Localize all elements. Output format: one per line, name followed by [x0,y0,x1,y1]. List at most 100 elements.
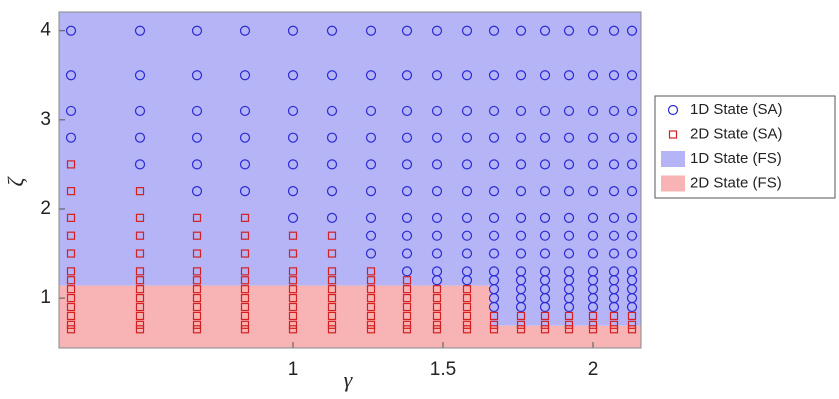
circle-point [515,25,527,36]
axes: 1 1.5 2 1 2 3 4 [40,20,598,380]
circle-point [239,186,251,197]
circle-point [191,105,203,117]
circle-point [539,230,551,241]
square-point [402,325,412,334]
square-point [540,320,550,329]
circle-point [515,248,527,259]
circle-point [239,159,251,170]
circle-point [539,70,551,81]
circle-point [239,70,251,81]
square-point [135,231,145,240]
square-point [516,320,526,329]
square-point [240,302,250,312]
square-point [402,285,412,294]
square-point [327,267,337,276]
circle-point [287,159,299,170]
square-point [240,249,250,258]
square-point [135,267,145,276]
square-point [462,302,472,312]
x-tick-label: 1 [288,359,299,380]
square-point [66,187,76,196]
circle-point [239,132,251,143]
circle-point [515,159,527,170]
square-point [66,293,76,303]
circle-point [488,159,500,170]
square-point [366,302,376,312]
y-tick-label: 2 [40,198,51,219]
circle-point [134,159,146,170]
circle-point [365,230,377,241]
square-point [564,320,574,329]
circle-point [587,25,599,36]
circle-point [488,132,500,143]
square-point [432,293,442,303]
square-point [135,293,145,303]
circle-point [287,186,299,197]
legend-swatch [661,175,685,192]
square-point [192,311,202,321]
circle-point [134,132,146,143]
square-point [135,285,145,294]
square-point [66,285,76,294]
circle-point [287,25,299,36]
square-point [66,302,76,312]
circle-point [191,186,203,197]
square-point [609,311,619,321]
circle-point [365,132,377,143]
square-point [135,311,145,321]
square-point [462,285,472,294]
square-point [627,325,637,334]
circle-point [239,25,251,36]
square-point [489,325,499,334]
circle-point [488,105,500,117]
square-point [432,320,442,329]
circle-point [563,132,575,143]
square-point [288,267,298,276]
square-point [135,249,145,258]
circle-point [626,212,638,223]
circle-point [587,70,599,81]
circle-point [515,132,527,143]
circle-point [626,301,638,313]
circle-point [365,159,377,170]
y-axis-label: ζ [3,175,28,186]
circle-point [563,25,575,36]
circle-point [488,25,500,36]
circle-point [431,275,443,286]
square-point [240,213,250,222]
square-point [564,311,574,321]
legend-label: 1D State (FS) [690,150,782,167]
circle-point [539,132,551,143]
square-point [288,285,298,294]
circle-point [539,105,551,117]
circle-point [326,70,338,81]
square-point [327,311,337,321]
circle-point [626,248,638,259]
square-point [288,302,298,312]
circle-point [608,105,620,117]
circle-point [626,186,638,197]
circle-point [461,70,473,81]
square-point [489,320,499,329]
circle-point [401,132,413,143]
square-point [564,325,574,334]
square-point [402,302,412,312]
circle-point [539,186,551,197]
circle-point [326,159,338,170]
circle-point [539,301,551,313]
circle-point [488,301,500,313]
circle-point [587,186,599,197]
legend: 1D State (SA) 2D State (SA) 1D State (FS) 2… [661,101,783,192]
square-point [66,249,76,258]
legend-label: 2D State (FS) [690,174,782,191]
circle-point [515,70,527,81]
square-point [66,213,76,222]
x-tick-label: 2 [588,359,599,380]
circle-point [431,230,443,241]
circle-point [587,212,599,223]
circle-point [365,70,377,81]
circle-point [431,186,443,197]
square-point [66,160,76,169]
square-point [288,249,298,258]
